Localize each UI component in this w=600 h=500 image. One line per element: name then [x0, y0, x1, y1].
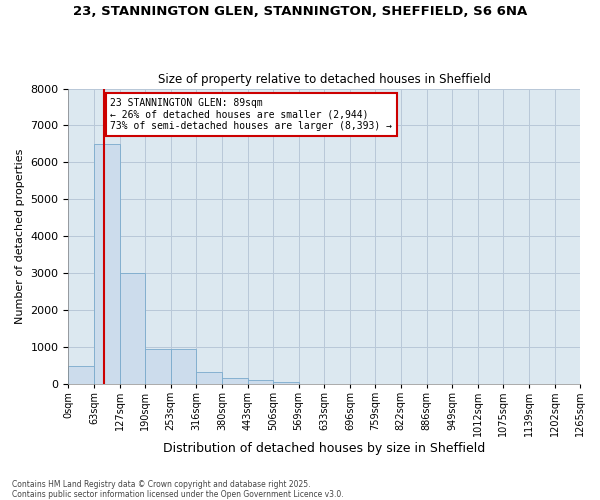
Text: 23, STANNINGTON GLEN, STANNINGTON, SHEFFIELD, S6 6NA: 23, STANNINGTON GLEN, STANNINGTON, SHEFF… — [73, 5, 527, 18]
Bar — [120, 273, 145, 384]
Bar — [94, 144, 120, 384]
Bar — [248, 380, 273, 384]
Y-axis label: Number of detached properties: Number of detached properties — [15, 148, 25, 324]
Text: 23 STANNINGTON GLEN: 89sqm
← 26% of detached houses are smaller (2,944)
73% of s: 23 STANNINGTON GLEN: 89sqm ← 26% of deta… — [110, 98, 392, 131]
Bar — [68, 366, 94, 384]
Text: Contains HM Land Registry data © Crown copyright and database right 2025.
Contai: Contains HM Land Registry data © Crown c… — [12, 480, 344, 499]
Title: Size of property relative to detached houses in Sheffield: Size of property relative to detached ho… — [158, 73, 491, 86]
Bar — [145, 349, 171, 384]
X-axis label: Distribution of detached houses by size in Sheffield: Distribution of detached houses by size … — [163, 442, 485, 455]
Bar — [171, 349, 196, 384]
Bar — [273, 382, 299, 384]
Bar — [222, 378, 248, 384]
Bar — [196, 372, 222, 384]
